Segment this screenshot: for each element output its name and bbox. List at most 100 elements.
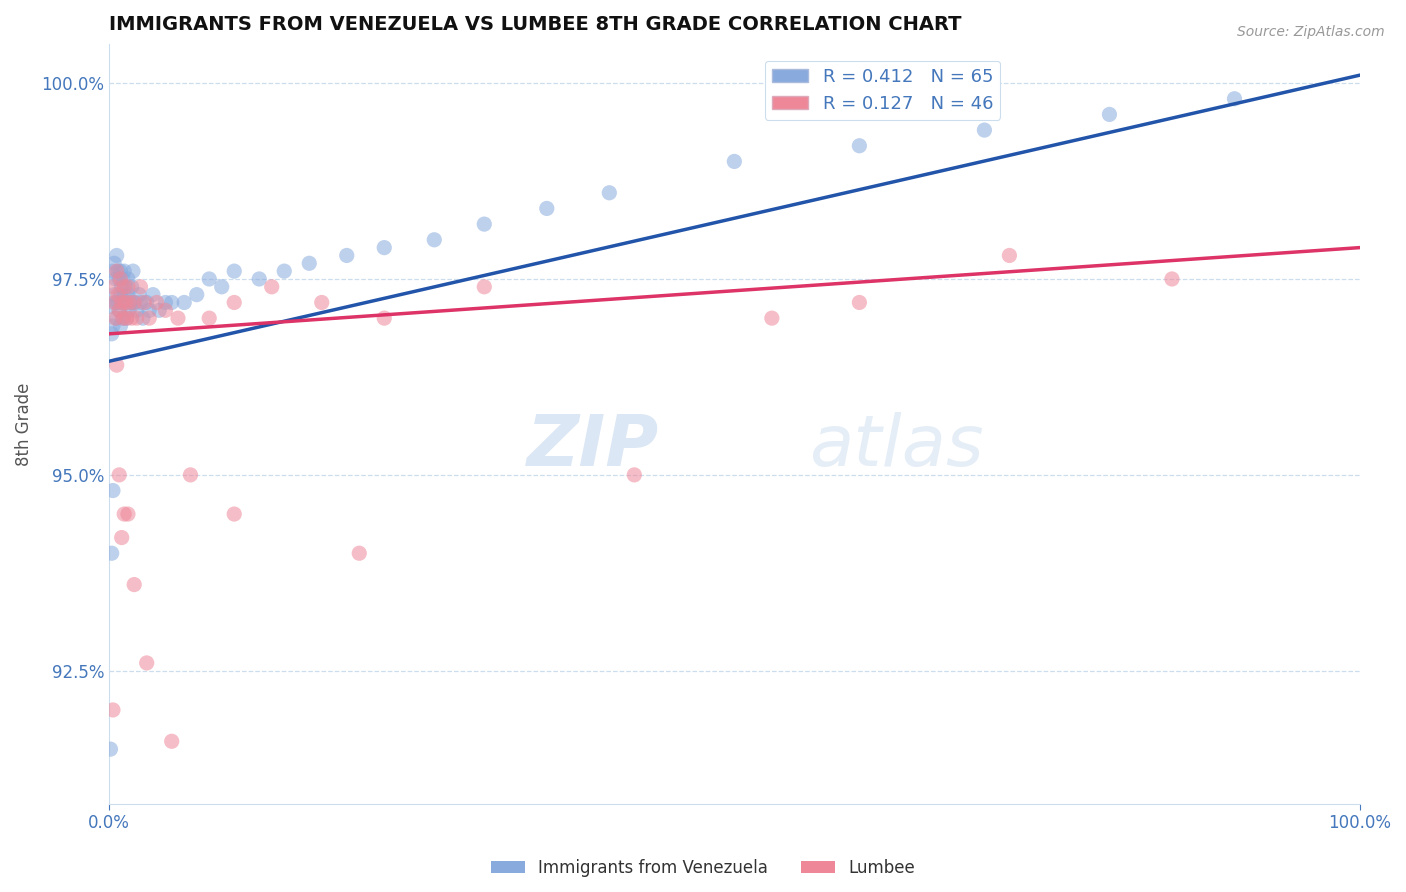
Point bbox=[107, 295, 129, 310]
Point bbox=[211, 280, 233, 294]
Legend: Immigrants from Venezuela, Lumbee: Immigrants from Venezuela, Lumbee bbox=[485, 853, 921, 884]
Point bbox=[115, 311, 138, 326]
Point bbox=[110, 287, 132, 301]
Text: ZIP: ZIP bbox=[527, 412, 659, 482]
Point bbox=[423, 233, 446, 247]
Point bbox=[103, 295, 125, 310]
Point bbox=[224, 264, 246, 278]
Point bbox=[373, 241, 395, 255]
Point bbox=[121, 311, 143, 326]
Point bbox=[108, 303, 131, 318]
Point bbox=[120, 295, 142, 310]
Point bbox=[117, 280, 139, 294]
Point bbox=[118, 303, 141, 318]
Point bbox=[101, 483, 124, 498]
Point bbox=[108, 303, 131, 318]
Point bbox=[723, 154, 745, 169]
Point bbox=[110, 318, 132, 333]
Point bbox=[198, 272, 221, 286]
Point bbox=[298, 256, 321, 270]
Point bbox=[536, 202, 558, 216]
Point bbox=[114, 280, 136, 294]
Point bbox=[373, 311, 395, 326]
Point bbox=[110, 272, 132, 286]
Point bbox=[101, 280, 124, 294]
Point bbox=[101, 264, 124, 278]
Point bbox=[132, 311, 155, 326]
Point bbox=[122, 295, 145, 310]
Point bbox=[129, 280, 152, 294]
Point bbox=[598, 186, 620, 200]
Point bbox=[112, 280, 135, 294]
Point bbox=[107, 287, 129, 301]
Point bbox=[115, 311, 138, 326]
Point bbox=[135, 656, 157, 670]
Point bbox=[142, 287, 165, 301]
Legend: R = 0.412   N = 65, R = 0.127   N = 46: R = 0.412 N = 65, R = 0.127 N = 46 bbox=[765, 61, 1001, 120]
Point bbox=[105, 264, 128, 278]
Point bbox=[1161, 272, 1184, 286]
Point bbox=[311, 295, 333, 310]
Text: Source: ZipAtlas.com: Source: ZipAtlas.com bbox=[1237, 25, 1385, 39]
Point bbox=[101, 703, 124, 717]
Point bbox=[112, 264, 135, 278]
Point bbox=[100, 299, 122, 313]
Point bbox=[117, 287, 139, 301]
Text: atlas: atlas bbox=[810, 412, 984, 482]
Point bbox=[145, 295, 167, 310]
Point bbox=[104, 272, 127, 286]
Point bbox=[108, 272, 131, 286]
Point bbox=[122, 577, 145, 591]
Point bbox=[134, 295, 156, 310]
Point bbox=[273, 264, 295, 278]
Point bbox=[125, 303, 148, 318]
Point bbox=[100, 742, 122, 756]
Point bbox=[198, 311, 221, 326]
Point bbox=[108, 467, 131, 482]
Point bbox=[104, 295, 127, 310]
Point bbox=[472, 217, 495, 231]
Point bbox=[623, 467, 645, 482]
Point bbox=[117, 272, 139, 286]
Point bbox=[848, 138, 870, 153]
Point bbox=[128, 287, 150, 301]
Point bbox=[118, 295, 141, 310]
Point bbox=[761, 311, 783, 326]
Point bbox=[100, 546, 122, 560]
Point bbox=[224, 507, 246, 521]
Point bbox=[111, 295, 134, 310]
Point bbox=[110, 264, 132, 278]
Point bbox=[105, 248, 128, 262]
Point bbox=[155, 295, 177, 310]
Point bbox=[103, 256, 125, 270]
Point bbox=[100, 326, 122, 341]
Point bbox=[336, 248, 359, 262]
Point bbox=[973, 123, 995, 137]
Point bbox=[122, 264, 145, 278]
Point bbox=[179, 467, 201, 482]
Point bbox=[105, 358, 128, 372]
Point bbox=[111, 295, 134, 310]
Y-axis label: 8th Grade: 8th Grade bbox=[15, 383, 32, 466]
Point bbox=[167, 311, 190, 326]
Point bbox=[121, 280, 143, 294]
Point bbox=[160, 734, 183, 748]
Point bbox=[129, 295, 152, 310]
Text: IMMIGRANTS FROM VENEZUELA VS LUMBEE 8TH GRADE CORRELATION CHART: IMMIGRANTS FROM VENEZUELA VS LUMBEE 8TH … bbox=[110, 15, 962, 34]
Point bbox=[1223, 92, 1246, 106]
Point bbox=[125, 311, 148, 326]
Point bbox=[224, 295, 246, 310]
Point bbox=[112, 287, 135, 301]
Point bbox=[122, 295, 145, 310]
Point bbox=[186, 287, 208, 301]
Point bbox=[111, 311, 134, 326]
Point bbox=[173, 295, 195, 310]
Point bbox=[148, 303, 170, 318]
Point bbox=[117, 507, 139, 521]
Point bbox=[114, 295, 136, 310]
Point bbox=[105, 311, 128, 326]
Point bbox=[998, 248, 1021, 262]
Point bbox=[111, 311, 134, 326]
Point bbox=[111, 272, 134, 286]
Point bbox=[112, 507, 135, 521]
